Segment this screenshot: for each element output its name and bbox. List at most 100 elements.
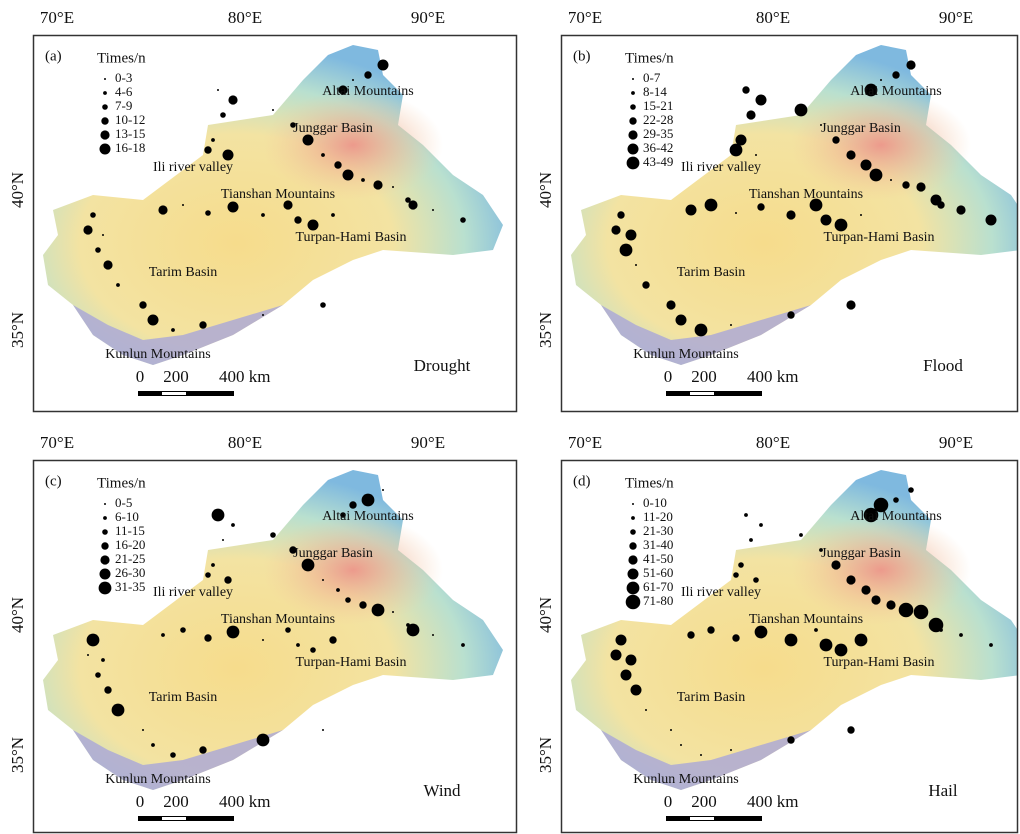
panel-label: (a) (45, 48, 62, 64)
legend-dot (632, 78, 634, 80)
legend-text: 6-10 (115, 509, 139, 524)
station-dot (211, 563, 215, 567)
station-dot (880, 79, 882, 81)
station-dot (334, 161, 341, 168)
station-dot (700, 754, 702, 756)
station-dot (871, 595, 880, 604)
scale-label: 400 km (219, 792, 270, 811)
station-dot (461, 643, 465, 647)
station-dot (285, 627, 291, 633)
station-dot (820, 639, 833, 652)
region-label: Tarim Basin (149, 265, 218, 280)
map-body (43, 45, 503, 365)
station-dot (224, 576, 231, 583)
station-dot (362, 494, 375, 507)
station-dot (142, 729, 144, 731)
region-label: Altai Mountains (322, 509, 413, 524)
station-dot (847, 726, 854, 733)
station-dot (87, 634, 100, 647)
legend-dot (627, 582, 640, 595)
scale-label: 0 (664, 367, 673, 386)
station-dot (687, 631, 694, 638)
station-dot (83, 225, 92, 234)
station-dot (320, 302, 326, 308)
region-label: Altai Mountains (322, 84, 413, 99)
station-dot (621, 670, 632, 681)
region-label: Tianshan Mountains (749, 612, 863, 627)
station-dot (378, 60, 389, 71)
station-dot (666, 300, 675, 309)
panel-label: (b) (573, 48, 591, 64)
legend-dot (631, 91, 635, 95)
lon-label: 80°E (756, 8, 790, 27)
legend-title: Times/n (97, 475, 146, 491)
station-dot (227, 626, 240, 639)
station-dot (755, 154, 757, 156)
region-label: Junggar Basin (821, 121, 901, 136)
figure: 70°E80°E90°E40°N35°N(a)Times/n0-34-67-91… (0, 0, 1020, 834)
station-dot (345, 597, 351, 603)
station-dot (620, 244, 633, 257)
legend-dot (627, 157, 640, 170)
map-body (43, 470, 503, 790)
legend-text: 71-80 (643, 593, 673, 608)
station-dot (294, 216, 301, 223)
station-dot (611, 225, 620, 234)
station-dot (170, 752, 176, 758)
station-dot (785, 634, 798, 647)
scale-bar-gap (690, 392, 714, 395)
legend-dot (629, 542, 636, 549)
legend-dot (631, 516, 635, 520)
region-label: Tianshan Mountains (221, 612, 335, 627)
station-dot (787, 736, 794, 743)
station-dot (101, 658, 105, 662)
lon-label: 90°E (939, 433, 973, 452)
legend-text: 4-6 (115, 84, 133, 99)
station-dot (914, 605, 929, 620)
station-dot (906, 60, 915, 69)
station-dot (407, 624, 420, 637)
region-shape (571, 470, 1020, 790)
legend-dot (628, 555, 637, 564)
station-dot (890, 179, 892, 181)
station-dot (103, 260, 112, 269)
legend-dot (103, 91, 107, 95)
panel-label: (d) (573, 473, 591, 489)
region-label: Tarim Basin (677, 690, 746, 705)
station-dot (732, 634, 739, 641)
station-dot (102, 234, 104, 236)
station-dot (204, 634, 211, 641)
station-dot (861, 585, 870, 594)
legend-text: 61-70 (643, 579, 673, 594)
legend-text: 21-30 (643, 523, 673, 538)
scale-bar-gap (162, 817, 186, 820)
region-label: Ili river valley (153, 160, 233, 175)
legend-dot (104, 78, 106, 80)
station-dot (432, 209, 434, 211)
station-dot (223, 150, 234, 161)
panel-label: (c) (45, 473, 62, 489)
station-dot (730, 144, 743, 157)
region-label: Kunlun Mountains (633, 772, 738, 787)
region-label: Altai Mountains (850, 509, 941, 524)
legend-text: 0-7 (643, 70, 661, 85)
station-dot (228, 202, 239, 213)
station-dot (90, 212, 96, 218)
lat-label: 35°N (536, 737, 555, 773)
legend-dot (628, 569, 639, 580)
region-label: Junggar Basin (293, 546, 373, 561)
legend-dot (632, 503, 634, 505)
station-dot (199, 321, 206, 328)
legend-text: 51-60 (643, 565, 673, 580)
station-dot (846, 300, 855, 309)
station-dot (460, 217, 466, 223)
station-dot (205, 572, 211, 578)
legend-dot (103, 516, 107, 520)
lon-label: 90°E (411, 433, 445, 452)
station-dot (893, 497, 899, 503)
station-dot (231, 523, 235, 527)
station-dot (617, 211, 624, 218)
station-dot (204, 146, 211, 153)
station-dot (95, 672, 101, 678)
